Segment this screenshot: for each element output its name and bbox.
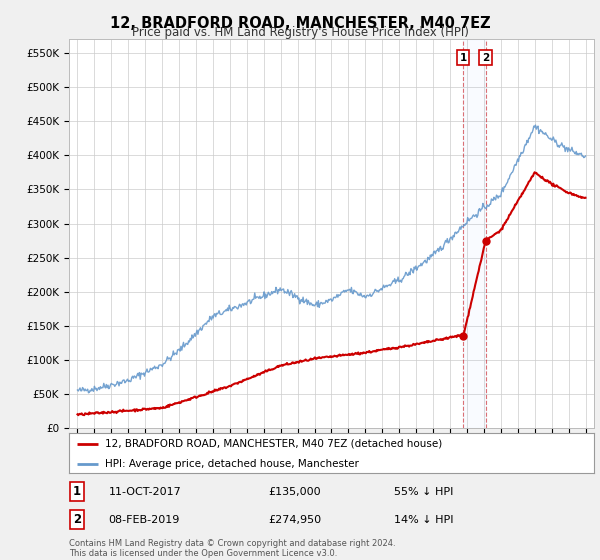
Text: 14% ↓ HPI: 14% ↓ HPI bbox=[395, 515, 454, 525]
Text: 1: 1 bbox=[73, 485, 81, 498]
Text: HPI: Average price, detached house, Manchester: HPI: Average price, detached house, Manc… bbox=[105, 459, 359, 469]
Text: £135,000: £135,000 bbox=[269, 487, 321, 497]
Text: 1: 1 bbox=[460, 53, 467, 63]
Text: 11-OCT-2017: 11-OCT-2017 bbox=[109, 487, 181, 497]
Text: 55% ↓ HPI: 55% ↓ HPI bbox=[395, 487, 454, 497]
Text: 08-FEB-2019: 08-FEB-2019 bbox=[109, 515, 180, 525]
Text: Contains HM Land Registry data © Crown copyright and database right 2024.
This d: Contains HM Land Registry data © Crown c… bbox=[69, 539, 395, 558]
Bar bbox=[463, 39, 485, 428]
Text: £274,950: £274,950 bbox=[269, 515, 322, 525]
Text: Price paid vs. HM Land Registry's House Price Index (HPI): Price paid vs. HM Land Registry's House … bbox=[131, 26, 469, 39]
Text: 12, BRADFORD ROAD, MANCHESTER, M40 7EZ: 12, BRADFORD ROAD, MANCHESTER, M40 7EZ bbox=[110, 16, 490, 31]
Text: 2: 2 bbox=[482, 53, 489, 63]
Text: 12, BRADFORD ROAD, MANCHESTER, M40 7EZ (detached house): 12, BRADFORD ROAD, MANCHESTER, M40 7EZ (… bbox=[105, 439, 442, 449]
Text: 2: 2 bbox=[73, 513, 81, 526]
